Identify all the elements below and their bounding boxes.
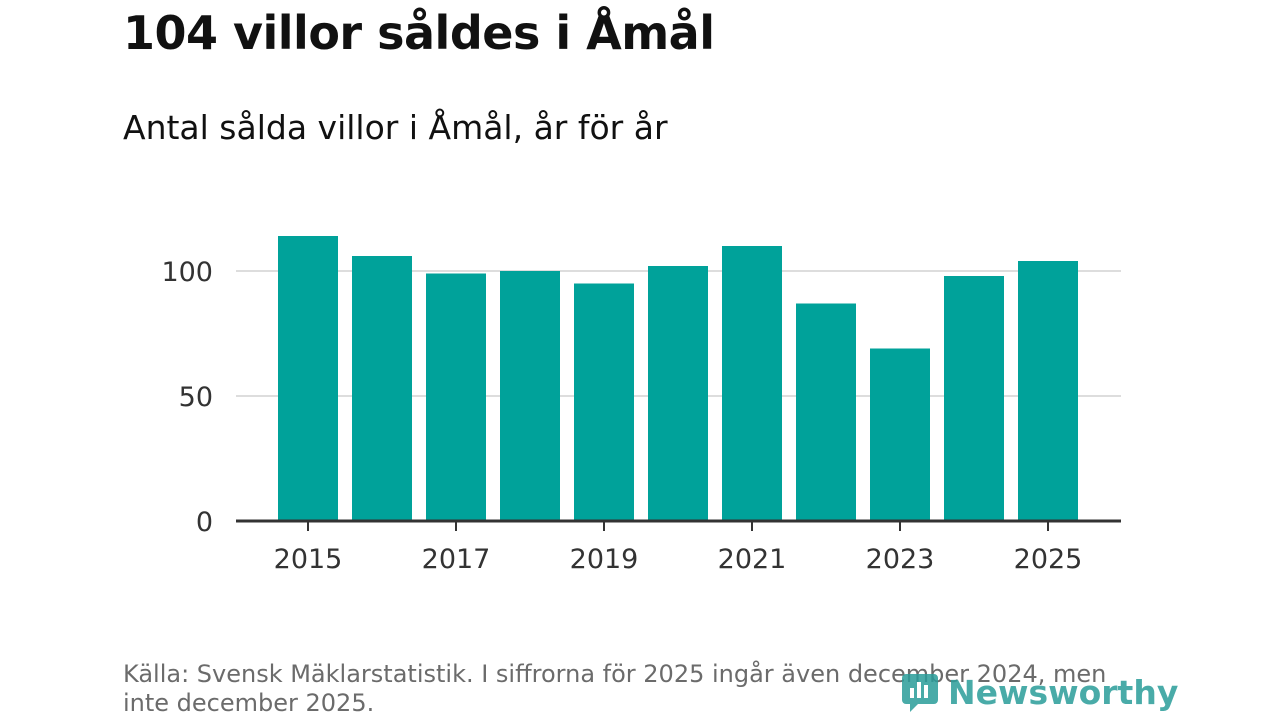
logo-text: Newsworthy [948, 672, 1179, 712]
bar-2024 [944, 276, 1004, 521]
bar-2023 [870, 348, 930, 521]
newsworthy-logo: Newsworthy [900, 670, 1178, 714]
bar-2018 [500, 271, 560, 521]
bar-2022 [796, 303, 856, 521]
y-tick-label: 100 [161, 257, 213, 288]
x-tick-label: 2025 [1014, 544, 1083, 575]
x-tick-label: 2015 [274, 544, 343, 575]
bar-2015 [278, 236, 338, 521]
x-tick-label: 2017 [422, 544, 491, 575]
bar-2016 [352, 256, 412, 521]
axes: 0 50 100 2015 2017 2019 2021 2023 2025 [161, 257, 1121, 575]
newsworthy-logo-icon [902, 674, 938, 712]
chart-title: 104 villor såldes i Åmål [123, 6, 715, 60]
bar-2017 [426, 273, 486, 521]
x-tick-label: 2023 [866, 544, 935, 575]
bar-chart: 0 50 100 2015 2017 2019 2021 2023 2025 [161, 236, 1121, 575]
bar-2021 [722, 246, 782, 521]
source-note: Källa: Svensk Mäklarstatistik. I siffror… [123, 660, 1107, 717]
bar-2019 [574, 283, 634, 521]
bar-2025 [1018, 261, 1078, 521]
x-tick-label: 2021 [718, 544, 787, 575]
y-tick-label: 50 [179, 382, 213, 413]
y-tick-label: 0 [196, 507, 213, 538]
chart-subtitle: Antal sålda villor i Åmål, år för år [123, 108, 668, 147]
bar-2020 [648, 266, 708, 521]
bars [278, 236, 1078, 521]
x-tick-label: 2019 [570, 544, 639, 575]
